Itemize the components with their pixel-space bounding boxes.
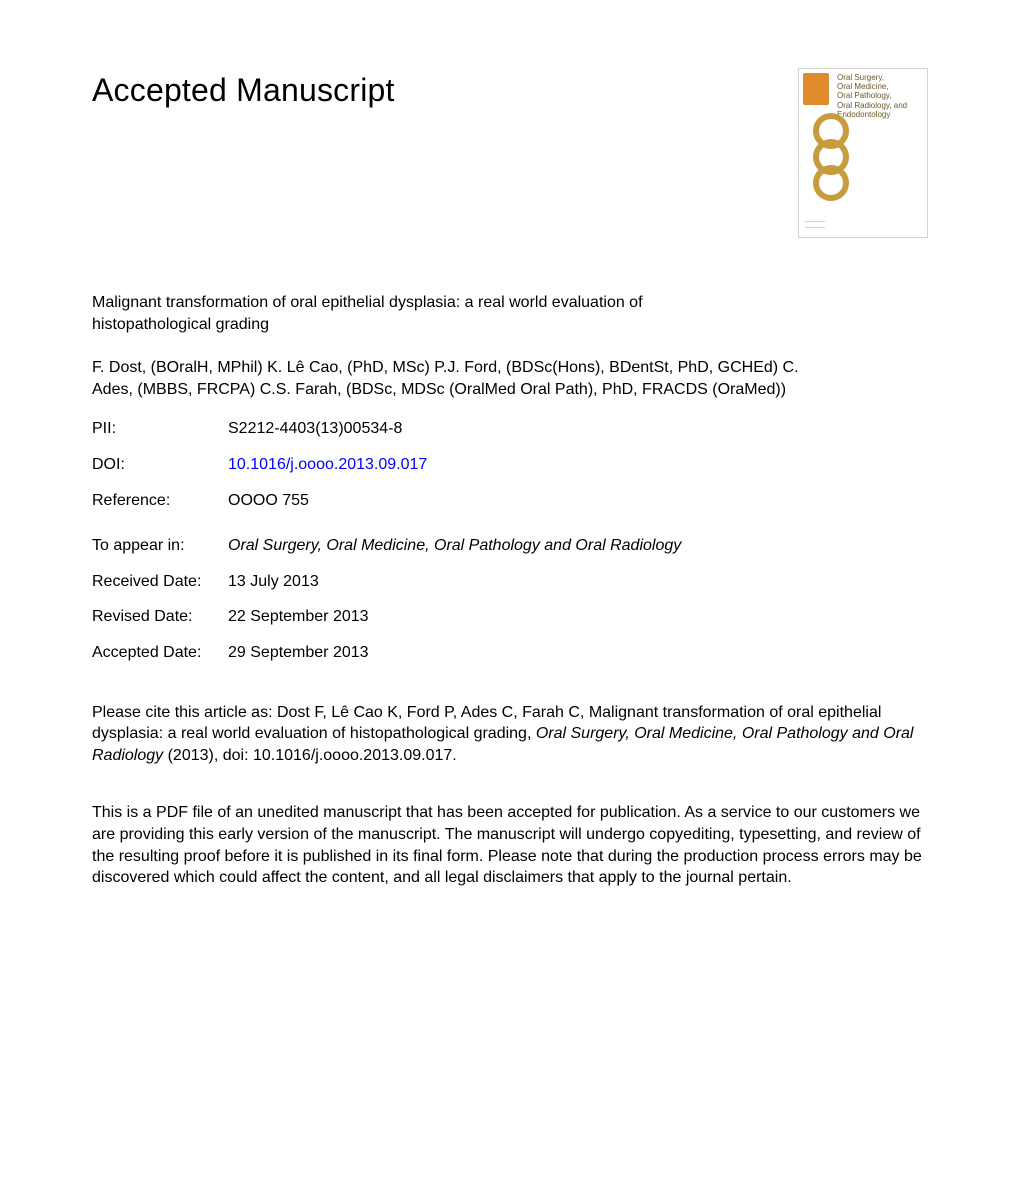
journal-cover-title: Oral Surgery, Oral Medicine, Oral Pathol…	[837, 73, 921, 119]
meta-row-accepted: Accepted Date: 29 September 2013	[92, 642, 928, 664]
meta-row-doi: DOI: 10.1016/j.oooo.2013.09.017	[92, 454, 928, 476]
meta-row-reference: Reference: OOOO 755	[92, 490, 928, 512]
disclaimer-paragraph: This is a PDF file of an unedited manusc…	[92, 802, 928, 888]
meta-row-appear-in: To appear in: Oral Surgery, Oral Medicin…	[92, 535, 928, 557]
meta-value: 13 July 2013	[228, 571, 319, 593]
elsevier-badge-icon	[803, 73, 829, 105]
meta-label: Revised Date:	[92, 606, 228, 628]
journal-cover-footer: ————————	[805, 220, 825, 231]
meta-label: DOI:	[92, 454, 228, 476]
meta-value-journal: Oral Surgery, Oral Medicine, Oral Pathol…	[228, 535, 681, 557]
article-title: Malignant transformation of oral epithel…	[92, 292, 732, 335]
citation-suffix: (2013), doi: 10.1016/j.oooo.2013.09.017.	[163, 747, 457, 764]
metadata-table: PII: S2212-4403(13)00534-8 DOI: 10.1016/…	[92, 418, 928, 663]
doi-link[interactable]: 10.1016/j.oooo.2013.09.017	[228, 454, 427, 476]
meta-row-pii: PII: S2212-4403(13)00534-8	[92, 418, 928, 440]
citation-paragraph: Please cite this article as: Dost F, Lê …	[92, 702, 924, 767]
header-row: Accepted Manuscript Oral Surgery, Oral M…	[92, 68, 928, 238]
meta-value: 22 September 2013	[228, 606, 369, 628]
meta-label: To appear in:	[92, 535, 228, 557]
meta-label: Reference:	[92, 490, 228, 512]
authors-line: F. Dost, (BOralH, MPhil) K. Lê Cao, (PhD…	[92, 357, 812, 400]
journal-cover-thumbnail: Oral Surgery, Oral Medicine, Oral Pathol…	[798, 68, 928, 238]
meta-value: 29 September 2013	[228, 642, 369, 664]
meta-label: Accepted Date:	[92, 642, 228, 664]
meta-label: PII:	[92, 418, 228, 440]
meta-row-revised: Revised Date: 22 September 2013	[92, 606, 928, 628]
meta-row-received: Received Date: 13 July 2013	[92, 571, 928, 593]
meta-value: OOOO 755	[228, 490, 309, 512]
accepted-manuscript-heading: Accepted Manuscript	[92, 72, 395, 109]
journal-cover-rings-icon	[813, 113, 849, 201]
meta-value: S2212-4403(13)00534-8	[228, 418, 402, 440]
meta-label: Received Date:	[92, 571, 228, 593]
